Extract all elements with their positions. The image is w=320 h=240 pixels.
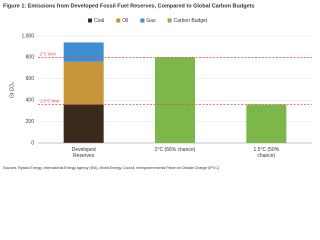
reference-label: 2°C limit [40,52,56,57]
source: Sources: Rystad Energy, International En… [3,166,219,170]
legend-label: Carbon Budget [174,18,208,24]
bar-segment [63,42,104,62]
chart-title: Figure 1: Emissions from Developed Fossi… [3,3,255,9]
x-tick-label: Developed Reserves [71,147,96,159]
legend-label: Oil [122,18,128,24]
page: Figure 1: Emissions from Developed Fossi… [3,3,312,170]
bar-segment [63,61,104,105]
x-tick-label: 1.5°C (50% chance) [253,147,280,159]
y-tick-label: 800 [26,55,35,61]
legend-label: Gas [146,18,156,24]
bar-segment [155,57,195,143]
y-tick-label: 600 [26,76,35,82]
y-tick-label: 0 [31,140,34,146]
bar-segment [63,104,104,143]
y-tick-label: 200 [26,119,35,125]
y-tick-label: 400 [26,98,35,104]
y-axis-label: Gt CO₂ [9,82,15,98]
legend-swatch [140,18,145,23]
x-tick-label: 2°C (66% chance) [154,147,196,153]
reference-label: 1.5°C limit [40,99,60,104]
legend-label: Coal [94,18,104,24]
legend-swatch [116,18,121,23]
bar-segment [246,104,287,143]
legend-swatch [167,18,172,23]
chart: Figure 1: Emissions from Developed Fossi… [3,3,312,170]
y-tick-label: 1,000 [21,33,34,39]
legend-swatch [88,18,92,23]
